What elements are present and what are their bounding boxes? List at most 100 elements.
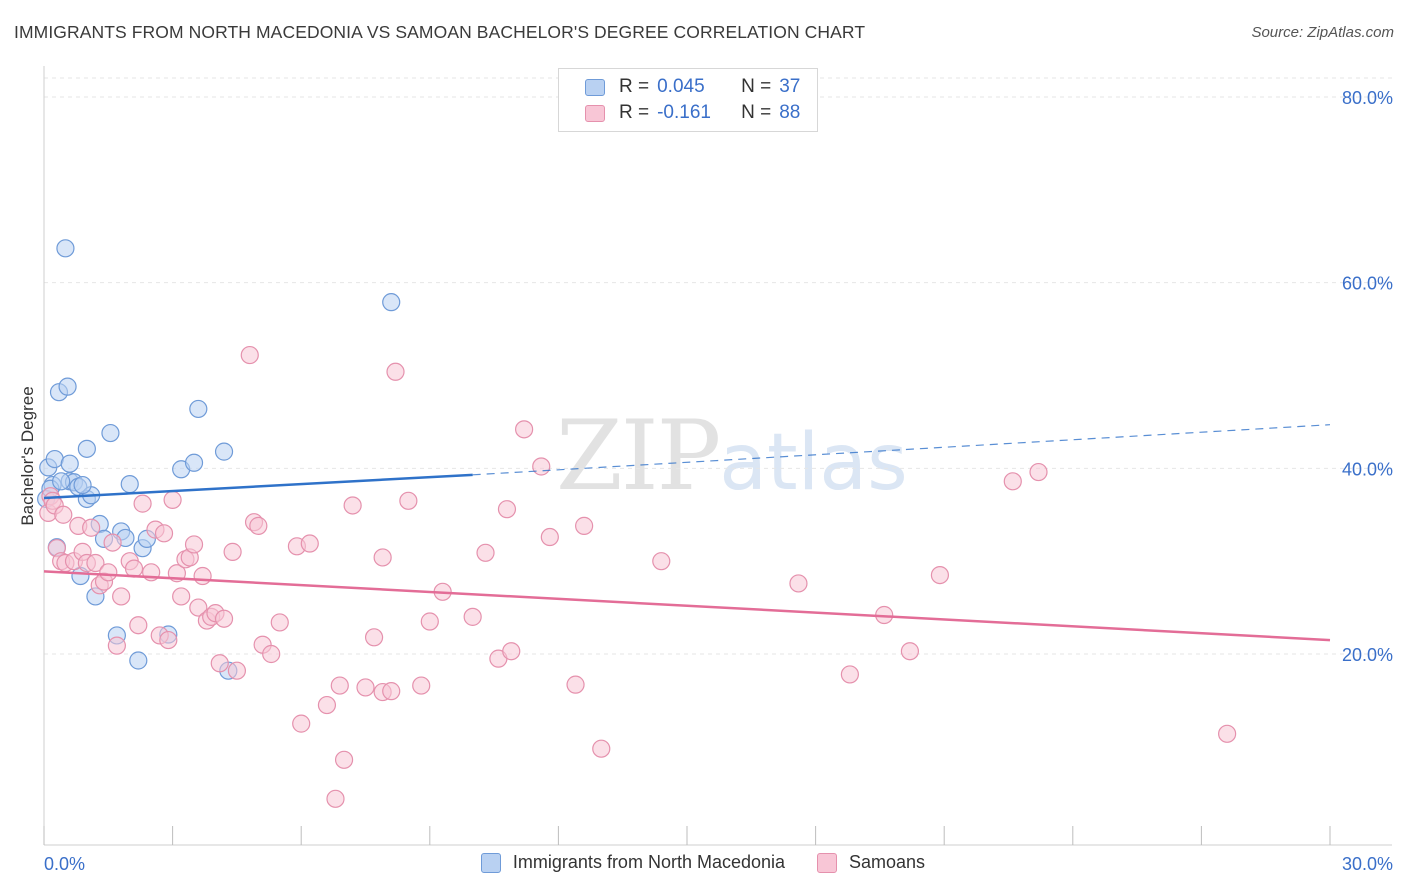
pink-data-point bbox=[270, 613, 289, 632]
pink-data-point bbox=[592, 739, 611, 758]
pink-trend-line bbox=[43, 570, 1331, 642]
pink-data-point bbox=[386, 362, 405, 381]
legend-label: Immigrants from North Macedonia bbox=[512, 852, 786, 872]
chart-title: IMMIGRANTS FROM NORTH MACEDONIA VS SAMOA… bbox=[14, 22, 866, 42]
series-legend: Immigrants from North Macedonia Samoans bbox=[0, 852, 1406, 873]
pink-data-point bbox=[1029, 462, 1048, 482]
pink-data-point bbox=[840, 665, 859, 684]
pink-data-point bbox=[566, 675, 585, 694]
pink-data-point bbox=[292, 714, 311, 733]
pink-data-point bbox=[300, 534, 319, 553]
y-tick-label: 20.0% bbox=[1342, 645, 1393, 665]
pink-data-point bbox=[343, 496, 362, 515]
pink-data-point bbox=[210, 654, 229, 673]
pink-data-point bbox=[1218, 724, 1237, 743]
blue-data-point bbox=[45, 449, 64, 469]
x-tick-label: 0.0% bbox=[44, 854, 85, 874]
blue-swatch bbox=[585, 78, 605, 96]
pink-swatch bbox=[585, 104, 605, 122]
r-value: -0.161 bbox=[657, 102, 711, 123]
pink-data-point bbox=[240, 345, 259, 365]
blue-data-point bbox=[60, 454, 79, 473]
r-label: R = bbox=[619, 76, 650, 97]
pink-data-point bbox=[334, 750, 354, 769]
watermark: ZIPatlas bbox=[556, 400, 908, 512]
r-label: R = bbox=[619, 102, 650, 123]
legend-item-samoans[interactable]: Samoans bbox=[817, 852, 925, 873]
pink-data-point bbox=[476, 543, 495, 562]
legend-label: Samoans bbox=[849, 852, 926, 872]
pink-data-point bbox=[364, 628, 384, 647]
pink-data-point bbox=[373, 548, 392, 567]
legend-item-north-macedonia[interactable]: Immigrants from North Macedonia bbox=[480, 852, 786, 873]
pink-data-point bbox=[103, 533, 122, 552]
pink-data-point bbox=[330, 676, 349, 695]
pink-data-point bbox=[420, 612, 439, 631]
pink-data-point bbox=[133, 494, 152, 513]
pink-data-point bbox=[54, 505, 73, 524]
pink-data-point bbox=[382, 682, 401, 701]
pink-data-point bbox=[124, 559, 144, 578]
pink-data-point bbox=[112, 587, 131, 606]
pink-data-point bbox=[502, 642, 521, 661]
stats-legend-row-pink: R = -0.161 N = 88 bbox=[585, 100, 800, 126]
stats-legend-row-blue: R = 0.045 N = 37 bbox=[585, 74, 800, 100]
pink-data-point bbox=[900, 642, 920, 661]
pink-data-point bbox=[223, 542, 242, 561]
blue-data-point bbox=[189, 399, 208, 419]
pink-data-point bbox=[326, 789, 345, 808]
blue-data-point bbox=[52, 472, 71, 491]
x-tick-label: 30.0% bbox=[1342, 854, 1393, 874]
y-tick-label: 80.0% bbox=[1342, 88, 1393, 108]
stats-legend: R = 0.045 N = 37 R = -0.161 N = 88 bbox=[558, 68, 818, 132]
pink-data-point bbox=[193, 566, 212, 586]
pink-data-point bbox=[789, 574, 808, 593]
watermark-atlas: atlas bbox=[719, 418, 908, 508]
pink-data-point bbox=[214, 609, 234, 628]
blue-data-point bbox=[58, 377, 77, 396]
blue-data-point bbox=[382, 293, 401, 312]
pink-swatch bbox=[817, 852, 838, 873]
pink-data-point bbox=[159, 630, 178, 650]
blue-trend-line bbox=[43, 473, 473, 500]
pink-data-point bbox=[356, 678, 375, 697]
blue-data-point bbox=[129, 651, 148, 670]
pink-data-point bbox=[249, 516, 268, 535]
pink-data-point bbox=[1003, 472, 1022, 491]
source-label: Source: ZipAtlas.com bbox=[1251, 24, 1394, 41]
pink-data-point bbox=[99, 563, 118, 582]
r-value: 0.045 bbox=[657, 76, 705, 97]
n-value: 37 bbox=[779, 76, 801, 97]
blue-data-point bbox=[73, 475, 92, 495]
pink-data-point bbox=[189, 598, 208, 617]
pink-data-point bbox=[463, 607, 482, 626]
pink-data-point bbox=[412, 676, 431, 695]
blue-data-point bbox=[56, 239, 75, 258]
pink-data-point bbox=[107, 636, 126, 655]
blue-swatch bbox=[480, 852, 501, 873]
pink-data-point bbox=[317, 695, 337, 715]
pink-data-point bbox=[227, 661, 246, 680]
pink-data-point bbox=[184, 535, 204, 554]
pink-data-point bbox=[497, 500, 517, 519]
pink-data-point bbox=[86, 553, 105, 573]
blue-data-point bbox=[214, 442, 234, 461]
blue-trend-line-dashed bbox=[472, 424, 1331, 476]
n-value: 88 bbox=[779, 102, 801, 123]
watermark-zip: ZIP bbox=[556, 400, 721, 512]
pink-data-point bbox=[154, 524, 174, 543]
n-label: N = bbox=[741, 76, 772, 97]
pink-data-point bbox=[930, 565, 950, 585]
pink-data-point bbox=[540, 527, 559, 547]
pink-data-point bbox=[163, 490, 182, 509]
pink-data-point bbox=[262, 644, 281, 664]
pink-data-point bbox=[82, 518, 101, 537]
blue-data-point bbox=[101, 423, 120, 443]
pink-data-point bbox=[515, 420, 534, 439]
blue-data-point bbox=[120, 475, 139, 494]
pink-data-point bbox=[129, 616, 148, 635]
blue-data-point bbox=[184, 453, 204, 472]
pink-data-point bbox=[575, 516, 594, 535]
pink-data-point bbox=[399, 491, 418, 510]
